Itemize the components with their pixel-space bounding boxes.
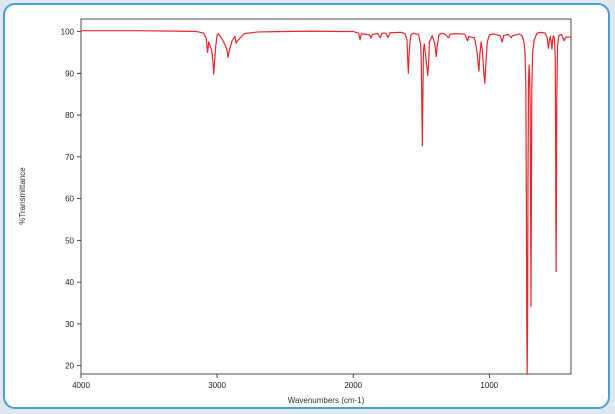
y-tick-label: 90	[65, 69, 74, 78]
y-tick-label: 40	[65, 278, 74, 287]
y-tick-label: 80	[65, 111, 74, 120]
x-tick-label: 4000	[72, 381, 90, 390]
y-tick-label: 100	[61, 28, 75, 37]
y-tick-label: 30	[65, 320, 74, 329]
y-tick-label: 20	[65, 362, 74, 371]
x-axis-label: Wavenumbers (cm-1)	[288, 396, 365, 405]
plot-area	[80, 18, 572, 375]
y-axis-label: %Transmittance	[18, 167, 27, 225]
chart-frame: 20 30 40 50 60 70 80 90 100 4000 3000 2000 1000 %Tr…	[3, 3, 610, 409]
spectrum-line	[81, 30, 572, 375]
x-tick-label: 2000	[344, 381, 362, 390]
y-tick-label: 70	[65, 153, 74, 162]
x-tick-label: 1000	[480, 381, 498, 390]
x-tick-label: 3000	[208, 381, 226, 390]
y-tick-label: 60	[65, 195, 74, 204]
ir-spectrum-chart: 20 30 40 50 60 70 80 90 100 4000 3000 2000 1000 %Tr…	[18, 18, 572, 405]
y-tick-label: 50	[65, 236, 74, 245]
